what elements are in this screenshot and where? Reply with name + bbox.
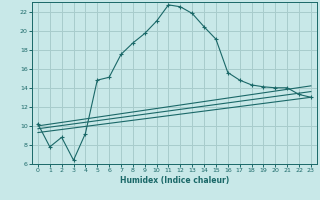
X-axis label: Humidex (Indice chaleur): Humidex (Indice chaleur) <box>120 176 229 185</box>
